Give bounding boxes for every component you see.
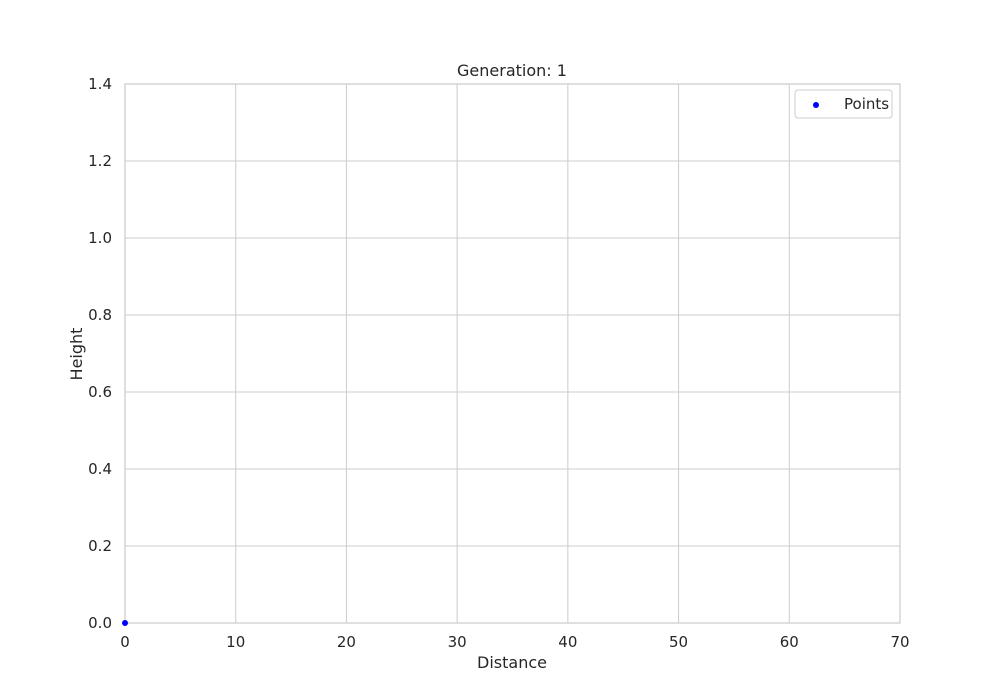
y-tick-label: 1.4	[88, 75, 112, 93]
y-tick-label: 0.6	[88, 383, 112, 401]
x-axis-label: Distance	[477, 653, 547, 672]
y-tick-label: 0.8	[88, 306, 112, 324]
legend-box	[794, 89, 893, 119]
y-axis-label: Height	[67, 328, 86, 381]
x-tick-labels: 0 10 20 30 40 50 60 70	[120, 633, 909, 651]
x-tick-label: 20	[337, 633, 356, 651]
x-tick-label: 50	[669, 633, 688, 651]
y-tick-labels: 0.0 0.2 0.4 0.6 0.8 1.0 1.2 1.4	[88, 75, 112, 632]
legend-marker	[813, 102, 819, 108]
y-tick-label: 1.0	[88, 229, 112, 247]
y-tick-label: 0.0	[88, 614, 112, 632]
x-tick-label: 30	[448, 633, 467, 651]
points-layer	[122, 620, 128, 626]
plot-frame	[124, 83, 901, 624]
data-point	[122, 620, 128, 626]
legend: Points	[794, 89, 893, 119]
y-tick-label: 0.2	[88, 537, 112, 555]
x-tick-label: 10	[226, 633, 245, 651]
x-tick-label: 0	[120, 633, 130, 651]
x-tick-label: 60	[780, 633, 799, 651]
y-tick-label: 1.2	[88, 152, 112, 170]
chart-title: Generation: 1	[457, 61, 567, 80]
y-tick-label: 0.4	[88, 460, 112, 478]
legend-label: Points	[844, 95, 889, 113]
x-tick-label: 40	[558, 633, 577, 651]
x-tick-label: 70	[890, 633, 909, 651]
